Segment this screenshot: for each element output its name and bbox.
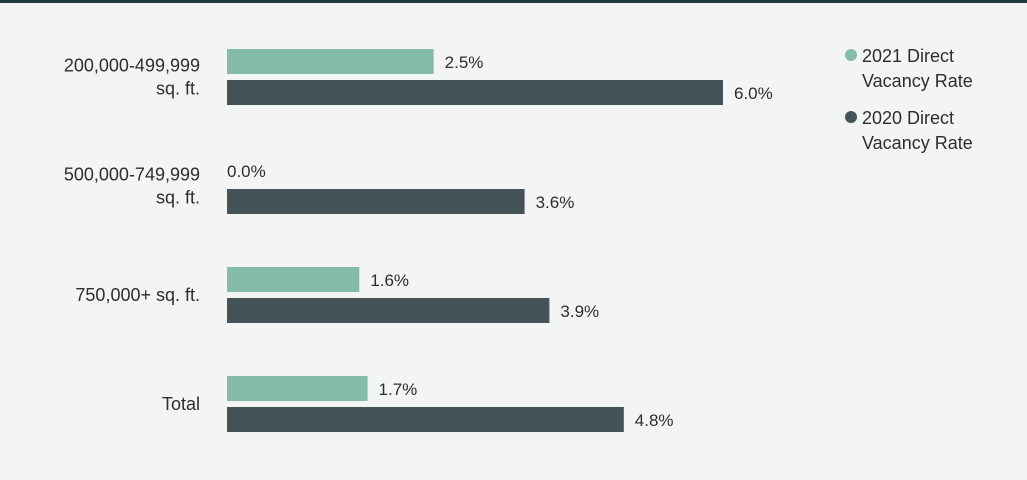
legend-item-2020: 2020 Direct Vacancy Rate xyxy=(845,106,1025,156)
legend-item-2021: 2021 Direct Vacancy Rate xyxy=(845,44,1025,94)
bar-2020 xyxy=(227,189,525,214)
value-label: 6.0% xyxy=(734,84,773,103)
value-label: 1.7% xyxy=(379,380,418,399)
value-label: 2.5% xyxy=(445,53,484,72)
legend: 2021 Direct Vacancy Rate 2020 Direct Vac… xyxy=(845,44,1025,168)
legend-label-2020: 2020 Direct Vacancy Rate xyxy=(862,108,973,153)
bar-2021 xyxy=(227,376,368,401)
category-label: 200,000-499,999 sq. ft. xyxy=(64,56,200,99)
bar-2020 xyxy=(227,80,723,105)
category-label: 500,000-749,999 sq. ft. xyxy=(64,165,200,208)
legend-dot-2020 xyxy=(845,111,857,123)
bar-chart: 200,000-499,999 sq. ft. 2.5% 6.0% 500,000-74… xyxy=(64,49,773,432)
bar-2020 xyxy=(227,298,550,323)
value-label: 4.8% xyxy=(635,411,674,430)
value-label: 0.0% xyxy=(227,162,266,181)
bar-2020 xyxy=(227,407,624,432)
legend-dot-2021 xyxy=(845,49,857,61)
value-label: 3.9% xyxy=(560,302,599,321)
category-label: 750,000+ sq. ft. xyxy=(75,285,200,305)
bar-2021 xyxy=(227,49,434,74)
bar-2021 xyxy=(227,267,360,292)
category-label: Total xyxy=(162,394,200,414)
top-rule xyxy=(0,0,1027,3)
legend-label-2021: 2021 Direct Vacancy Rate xyxy=(862,46,973,91)
value-label: 3.6% xyxy=(536,193,575,212)
value-label: 1.6% xyxy=(370,271,409,290)
